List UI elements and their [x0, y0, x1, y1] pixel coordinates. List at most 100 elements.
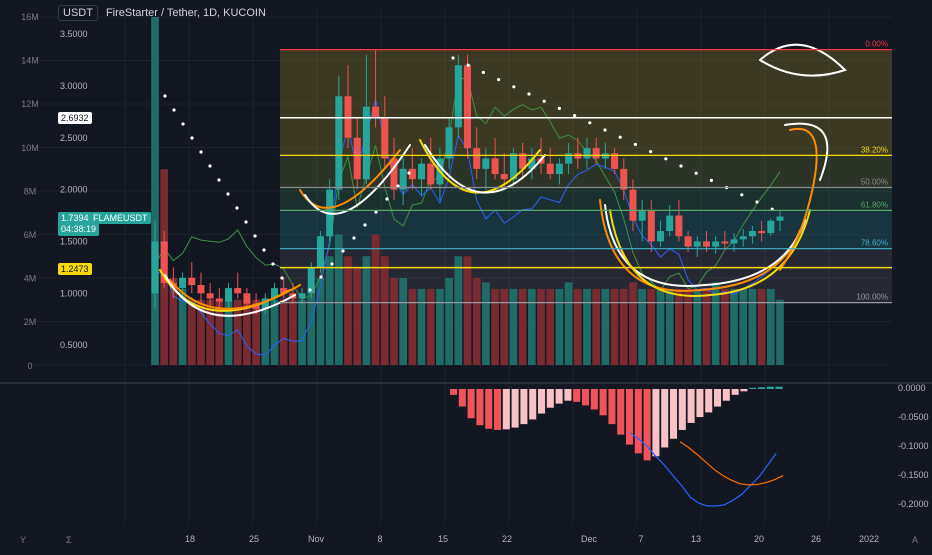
- trend-dot: [664, 157, 668, 161]
- trend-dot: [740, 193, 744, 197]
- trend-dot: [226, 192, 230, 196]
- currency-button[interactable]: USDT: [58, 5, 98, 21]
- price-label-tag: 2.6932: [58, 112, 92, 124]
- volume-bar: [638, 288, 646, 365]
- price-tick-label: 0.5000: [60, 340, 88, 350]
- annotation-stroke: [759, 43, 847, 77]
- macd-histogram-bar: [758, 387, 766, 389]
- volume-bar: [390, 278, 398, 365]
- macd-histogram-bar: [494, 389, 502, 430]
- candle-body: [454, 65, 462, 128]
- candle-body: [473, 148, 481, 169]
- annotation-stroke: [419, 139, 541, 194]
- trend-dot: [385, 197, 389, 201]
- volume-bar: [757, 288, 766, 365]
- fib-label: 61.80%: [861, 200, 888, 209]
- candle-body: [546, 163, 554, 175]
- volume-bar: [417, 288, 426, 365]
- candle-body: [748, 231, 756, 237]
- auto-scale-toggle[interactable]: A: [912, 535, 919, 545]
- candle-body: [418, 163, 426, 180]
- candle-body: [381, 117, 389, 159]
- volume-bar: [573, 288, 582, 365]
- volume-bar: [656, 288, 665, 365]
- candle-body: [298, 293, 306, 299]
- volume-bar: [454, 256, 463, 365]
- trend-dot: [341, 249, 345, 253]
- time-tick-label: 22: [502, 534, 512, 544]
- candle-body: [555, 163, 563, 175]
- volume-bar: [776, 299, 784, 365]
- volume-bar: [610, 288, 619, 365]
- macd-histogram-bar: [775, 386, 783, 389]
- volume-bar: [702, 288, 711, 365]
- trend-dot: [363, 223, 367, 227]
- candle-body: [776, 216, 784, 221]
- volume-bar: [693, 288, 702, 365]
- trend-dot: [163, 94, 167, 98]
- macd-histogram-bar: [511, 389, 519, 428]
- time-tick-label: 2022: [859, 534, 879, 544]
- candle-body: [316, 236, 324, 268]
- macd-histogram-bar: [731, 389, 739, 395]
- time-tick-label: 15: [438, 534, 448, 544]
- volume-bar: [316, 278, 325, 365]
- macd-histogram-bar: [467, 389, 475, 419]
- volume-bar: [730, 288, 738, 365]
- candle-body: [647, 210, 655, 242]
- candle-body: [390, 158, 398, 190]
- macd-histogram-bar: [590, 389, 598, 410]
- trend-dot: [262, 248, 266, 252]
- volume-bar: [509, 288, 518, 365]
- candle-body: [611, 153, 619, 169]
- trend-dot: [618, 135, 622, 139]
- macd-histogram-bar: [599, 389, 607, 416]
- log-toggle[interactable]: Y: [20, 535, 27, 545]
- trend-dot: [172, 108, 176, 112]
- trend-dot: [208, 164, 212, 168]
- fib-label: 78.60%: [861, 239, 888, 248]
- time-tick-label: 13: [691, 534, 701, 544]
- trend-dot: [679, 164, 683, 168]
- candle-body: [528, 158, 536, 169]
- volume-bar: [518, 288, 527, 365]
- candle-body: [399, 168, 407, 190]
- volume-bar: [362, 256, 371, 365]
- macd-histogram-bar: [661, 389, 669, 448]
- macd-tick-label: 0.0000: [898, 383, 926, 393]
- volume-bar: [408, 288, 417, 365]
- volume-bar: [766, 288, 775, 365]
- indicator-button[interactable]: Σ: [66, 535, 72, 545]
- trend-dot: [253, 234, 257, 238]
- trend-dot: [319, 275, 323, 279]
- candle-body: [666, 215, 674, 232]
- macd-histogram-bar: [714, 389, 722, 407]
- last-price-value: 1.7394: [61, 213, 89, 223]
- macd-histogram-bar: [722, 389, 730, 401]
- candle-body: [427, 163, 435, 185]
- volume-bar: [684, 288, 692, 365]
- volume-bar: [665, 288, 674, 365]
- candle-body: [179, 277, 187, 289]
- volume-bar: [482, 282, 490, 365]
- low-price-tag: 1.2473: [58, 263, 92, 275]
- time-tick-label: Nov: [308, 534, 325, 544]
- volume-tick-label: 4M: [24, 274, 37, 284]
- volume-bar: [261, 299, 270, 365]
- candle-body: [482, 158, 490, 169]
- volume-bar: [426, 288, 435, 365]
- symbol-tag[interactable]: FLAMEUSDT: [90, 212, 151, 224]
- trend-dot: [451, 56, 455, 60]
- candle-body: [583, 148, 591, 159]
- time-tick-label: 8: [377, 534, 382, 544]
- symbol-title[interactable]: FireStarter / Tether, 1D, KUCOIN: [105, 7, 266, 19]
- volume-bar: [334, 234, 343, 365]
- price-tick-label: 1.0000: [60, 288, 88, 298]
- countdown-value: 04:38:19: [61, 224, 97, 234]
- macd-histogram-bar: [476, 389, 484, 426]
- trend-dot: [396, 184, 400, 188]
- candle-body: [188, 277, 196, 286]
- candle-body: [372, 106, 380, 118]
- candle-body: [721, 241, 729, 244]
